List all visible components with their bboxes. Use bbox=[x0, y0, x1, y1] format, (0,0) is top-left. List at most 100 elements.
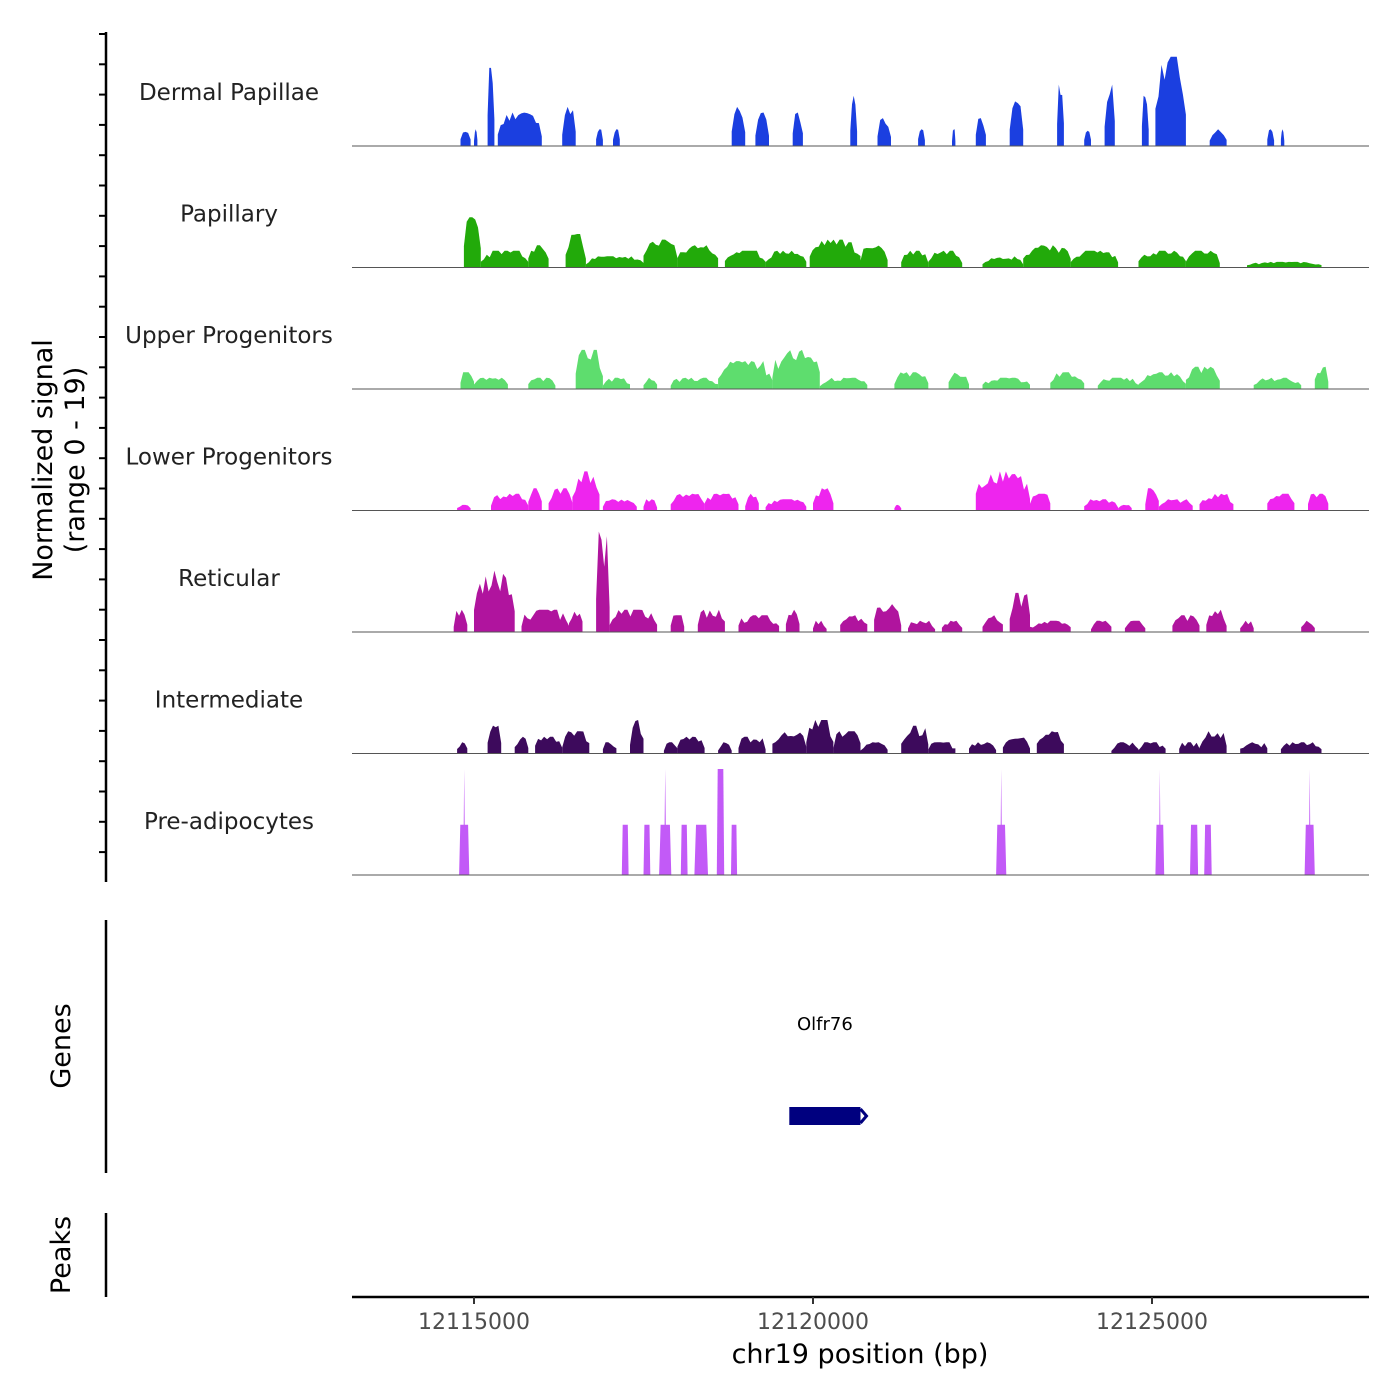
coverage-peak bbox=[718, 361, 773, 389]
track-label: Pre-adipocytes bbox=[144, 809, 314, 835]
coverage-peak bbox=[806, 720, 834, 754]
coverage-peak bbox=[908, 620, 936, 632]
coverage-peak bbox=[609, 609, 658, 632]
signal-y-axis-label-line1: Normalized signal bbox=[28, 339, 59, 581]
coverage-peak bbox=[457, 504, 471, 511]
coverage-peak bbox=[1280, 742, 1322, 754]
coverage-peak bbox=[1091, 620, 1112, 632]
coverage-peak bbox=[975, 118, 986, 146]
coverage-peak bbox=[1280, 129, 1285, 146]
coverage-peak bbox=[813, 488, 834, 511]
coverage-peak bbox=[1009, 101, 1024, 146]
coverage-peak bbox=[460, 372, 474, 389]
coverage-peak bbox=[528, 245, 549, 268]
track-label: Reticular bbox=[178, 566, 280, 592]
track-intermediate: Intermediate bbox=[155, 688, 1369, 754]
coverage-peak bbox=[474, 129, 478, 146]
coverage-peak bbox=[819, 377, 868, 389]
coverage-bar bbox=[996, 769, 1007, 875]
coverage-peak bbox=[528, 377, 556, 389]
track-pre-adipocytes: Pre-adipocytes bbox=[144, 769, 1369, 876]
signal-y-ticks bbox=[99, 33, 106, 854]
coverage-peak bbox=[850, 95, 858, 146]
coverage-peak bbox=[602, 742, 617, 754]
coverage-bar bbox=[694, 824, 708, 875]
coverage-peak bbox=[1084, 130, 1091, 146]
coverage-bar bbox=[459, 769, 470, 875]
coverage-peak bbox=[677, 736, 705, 754]
coverage-bar bbox=[680, 824, 688, 875]
coverage-peak bbox=[453, 609, 468, 632]
coverage-peak bbox=[1104, 84, 1115, 146]
coverage-peak bbox=[474, 570, 515, 632]
coverage-bar bbox=[1304, 769, 1315, 875]
coverage-peak bbox=[1308, 493, 1329, 511]
coverage-peak bbox=[548, 488, 573, 511]
coverage-peak bbox=[792, 112, 803, 146]
coverage-tracks: Dermal Papillae Papillary Upper Progenitor… bbox=[125, 56, 1369, 876]
coverage-peak bbox=[785, 609, 800, 632]
coverage-peak bbox=[596, 531, 610, 632]
track-label: Papillary bbox=[180, 202, 278, 228]
track-label: Lower Progenitors bbox=[126, 445, 333, 471]
coverage-peak bbox=[874, 604, 902, 632]
coverage-peak bbox=[562, 731, 590, 754]
coverage-peak bbox=[602, 499, 637, 511]
coverage-peak bbox=[1267, 129, 1275, 146]
coverage-peak bbox=[1138, 250, 1186, 268]
coverage-peak bbox=[575, 349, 603, 389]
coverage-peak bbox=[809, 239, 861, 268]
x-axis-ticks: 12115000 12120000 12125000 bbox=[418, 1297, 1208, 1335]
coverage-peak bbox=[602, 377, 630, 389]
coverage-peak bbox=[772, 732, 807, 754]
coverage-peak bbox=[755, 112, 769, 146]
x-tick-label: 12125000 bbox=[1096, 1310, 1208, 1335]
coverage-peak bbox=[1002, 737, 1030, 754]
coverage-peak bbox=[1009, 592, 1030, 632]
coverage-peak bbox=[491, 493, 529, 511]
coverage-peak bbox=[1199, 493, 1234, 511]
coverage-peak bbox=[894, 504, 902, 511]
coverage-peak bbox=[982, 615, 1003, 632]
coverage-peak bbox=[1172, 615, 1200, 632]
coverage-peak bbox=[738, 736, 766, 754]
coverage-peak bbox=[697, 609, 725, 632]
coverage-bar bbox=[621, 824, 629, 875]
coverage-peak bbox=[1141, 95, 1149, 146]
coverage-peak bbox=[663, 742, 678, 754]
coverage-peak bbox=[1247, 261, 1322, 268]
track-label: Upper Progenitors bbox=[125, 323, 333, 349]
coverage-peak bbox=[514, 736, 529, 754]
strand-arrow bbox=[859, 1108, 869, 1124]
track-upper-progenitors: Upper Progenitors bbox=[125, 323, 1369, 390]
coverage-peak bbox=[704, 493, 739, 511]
coverage-peak bbox=[765, 250, 807, 268]
coverage-peak bbox=[877, 118, 891, 146]
coverage-bar bbox=[1190, 824, 1199, 875]
coverage-peak bbox=[765, 499, 807, 511]
coverage-peak bbox=[1030, 620, 1071, 632]
coverage-peak bbox=[1301, 620, 1315, 632]
coverage-peak bbox=[1030, 493, 1051, 511]
coverage-bar bbox=[716, 769, 725, 875]
coverage-peak bbox=[1158, 499, 1193, 511]
coverage-peak bbox=[1138, 372, 1186, 389]
coverage-peak bbox=[1240, 742, 1268, 754]
coverage-peak bbox=[474, 377, 508, 389]
signal-y-axis-label-line2: (range 0 - 19) bbox=[60, 367, 91, 554]
genes-panel: Olfr76 bbox=[789, 1014, 869, 1125]
track-dermal-papillae: Dermal Papillae bbox=[139, 56, 1369, 147]
coverage-peak bbox=[813, 620, 827, 632]
coverage-peak bbox=[643, 239, 678, 268]
coverage-peak bbox=[1138, 742, 1166, 754]
coverage-peak bbox=[569, 611, 583, 632]
coverage-peak bbox=[894, 372, 929, 389]
coverage-peak bbox=[1267, 493, 1295, 511]
coverage-peak bbox=[670, 377, 719, 389]
coverage-peak bbox=[918, 129, 925, 146]
coverage-peak bbox=[460, 131, 471, 146]
coverage-bar bbox=[643, 824, 651, 875]
coverage-peak bbox=[487, 725, 502, 754]
coverage-peak bbox=[745, 493, 759, 511]
